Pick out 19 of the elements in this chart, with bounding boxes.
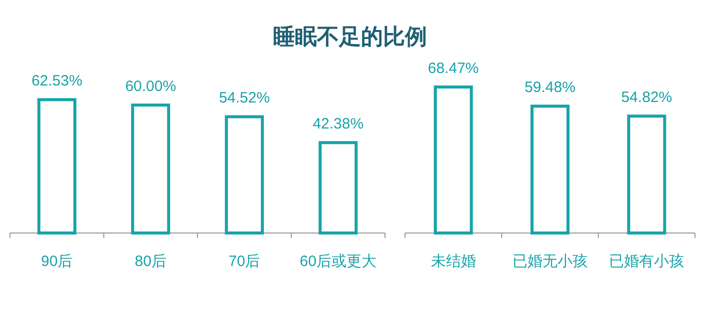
data-label: 54.82% [621, 89, 672, 106]
data-label: 54.52% [218, 90, 270, 107]
x-tick-label: 60后或更大 [300, 253, 376, 270]
bar [131, 104, 170, 234]
x-tick-label: 未结婚 [430, 253, 476, 270]
chart-title: 睡眠不足的比例 [273, 24, 427, 49]
x-tick-label: 已婚无小孩 [512, 253, 588, 270]
x-tick-label: 90后 [41, 253, 73, 270]
x-tick-label: 70后 [228, 253, 260, 270]
x-tick-label: 已婚有小孩 [609, 253, 684, 270]
x-tick-label: 80后 [134, 253, 166, 270]
bar [224, 115, 264, 234]
data-label: 42.38% [312, 116, 364, 133]
bar [318, 141, 358, 234]
data-label: 62.53% [31, 72, 82, 90]
data-label: 68.47% [428, 60, 479, 77]
bar [37, 98, 76, 234]
data-label: 59.48% [524, 79, 576, 96]
data-label: 60.00% [125, 78, 176, 96]
